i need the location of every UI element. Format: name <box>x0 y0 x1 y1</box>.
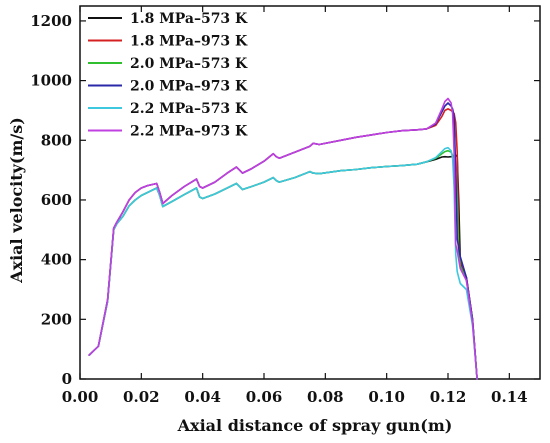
x-tick-label: 0.08 <box>307 388 344 406</box>
x-tick-label: 0.04 <box>184 388 221 406</box>
x-tick-label: 0.06 <box>246 388 283 406</box>
series-line-1 <box>88 154 478 380</box>
x-tick-label: 0.12 <box>430 388 467 406</box>
x-tick-label: 0.14 <box>491 388 528 406</box>
series-layer <box>88 97 478 380</box>
legend-label-1: 1.8 MPa–573 K <box>130 11 248 27</box>
plot-border <box>79 5 541 380</box>
y-tick-label: 400 <box>41 251 72 269</box>
series-line-6 <box>88 97 478 380</box>
y-tick-label: 1200 <box>30 12 72 30</box>
x-axis-title: Axial distance of spray gun(m) <box>177 416 453 435</box>
tick-layer: 0.00 0.02 0.04 0.06 0.08 0.10 0.12 0.14 0 200 400 6… <box>30 6 540 406</box>
x-tick-label: 0.02 <box>123 388 160 406</box>
x-tick-label: 0.00 <box>62 388 99 406</box>
y-tick-label: 800 <box>41 131 72 149</box>
y-tick-label: 0 <box>62 370 72 388</box>
plot-frame <box>79 5 541 380</box>
legend: 1.8 MPa–573 K 1.8 MPa–973 K 2.0 MPa–573 K 2… <box>88 11 248 140</box>
legend-label-3: 2.0 MPa–573 K <box>130 56 248 72</box>
y-tick-label: 200 <box>41 310 72 328</box>
y-tick-label: 600 <box>41 191 72 209</box>
y-tick-label: 1000 <box>30 72 72 90</box>
series-line-2 <box>88 108 478 380</box>
legend-label-2: 1.8 MPa–973 K <box>130 34 248 50</box>
legend-label-4: 2.0 MPa–973 K <box>130 79 248 95</box>
y-axis-title: Axial velocity(m/s) <box>7 117 26 284</box>
x-tick-label: 0.10 <box>368 388 405 406</box>
series-line-4 <box>88 102 478 380</box>
legend-label-6: 2.2 MPa–973 K <box>130 124 248 140</box>
legend-label-5: 2.2 MPa–573 K <box>130 101 248 117</box>
series-line-5 <box>88 146 478 380</box>
